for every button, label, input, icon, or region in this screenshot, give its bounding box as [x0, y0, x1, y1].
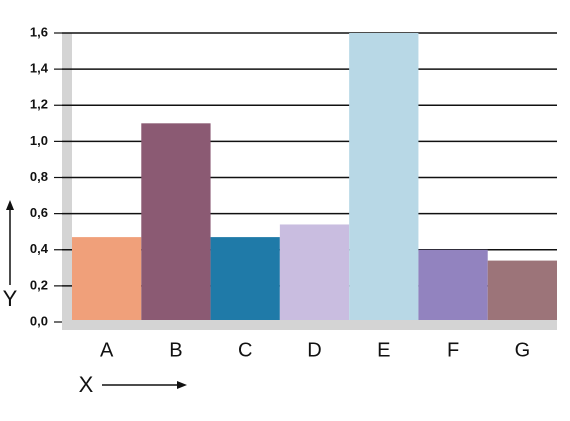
- y-tick-label: 1,4: [30, 61, 49, 76]
- bar: [487, 260, 557, 322]
- bar: [210, 237, 280, 322]
- x-tick-label: C: [238, 339, 252, 361]
- bar: [72, 237, 142, 322]
- y-tick-label: 1,2: [30, 97, 48, 112]
- y-tick-label: 0,6: [30, 205, 48, 220]
- bar: [141, 123, 211, 322]
- y-tick-label: 1,6: [30, 24, 48, 39]
- back-wall: [62, 33, 72, 330]
- y-tick-label: 0,2: [30, 277, 48, 292]
- x-tick-label: G: [515, 339, 531, 361]
- y-tick-label: 0,0: [30, 313, 48, 328]
- floor: [62, 320, 557, 330]
- x-arrowhead: [177, 381, 187, 389]
- x-tick-label: F: [447, 339, 459, 361]
- x-tick-label: B: [169, 339, 182, 361]
- y-axis-label: Y: [3, 286, 18, 311]
- y-tick-label: 1,0: [30, 133, 48, 148]
- x-axis-label: X: [79, 372, 94, 397]
- bar: [418, 249, 488, 322]
- y-tick-label: 0,4: [30, 241, 49, 256]
- y-tick-label: 0,8: [30, 169, 48, 184]
- y-arrowhead: [6, 200, 14, 210]
- x-tick-label: A: [100, 339, 114, 361]
- bar: [349, 33, 419, 322]
- x-tick-label: D: [307, 339, 321, 361]
- x-tick-label: E: [377, 339, 390, 361]
- bar: [279, 224, 350, 322]
